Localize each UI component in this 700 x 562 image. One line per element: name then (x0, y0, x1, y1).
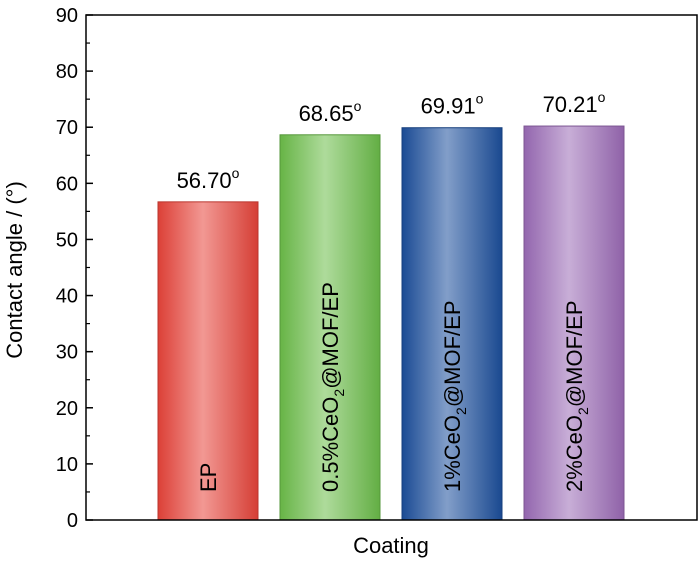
bar-1 (157, 201, 259, 521)
bars-group (157, 125, 625, 521)
value-label-1: 56.70o (177, 165, 240, 193)
bar-category-label-1: EP (196, 463, 221, 492)
bar-category-label-2: 0.5%CeO2@MOF/EP (318, 282, 347, 492)
y-axis-title: Contact angle / (°) (2, 181, 27, 359)
value-label-2: 68.65o (299, 98, 362, 126)
y-tick-label-30: 30 (56, 342, 78, 364)
value-label-4: 70.21o (543, 89, 606, 117)
bar-2 (279, 134, 381, 521)
y-tick-label-10: 10 (56, 454, 78, 476)
y-tick-label-70: 70 (56, 117, 78, 139)
y-tick-label-90: 90 (56, 5, 78, 27)
x-axis-title: Coating (353, 533, 429, 558)
value-labels-group: 56.70o EP 68.65o 0.5%CeO2@MOF/EP 69.91o 1%CeO… (177, 89, 606, 492)
bar-category-label-3: 1%CeO2@MOF/EP (440, 300, 469, 492)
value-label-3: 69.91o (421, 91, 484, 119)
bar-3 (401, 127, 503, 521)
y-tick-label-20: 20 (56, 398, 78, 420)
y-tick-label-80: 80 (56, 61, 78, 83)
bar-4 (523, 125, 625, 521)
y-tick-label-40: 40 (56, 286, 78, 308)
y-tick-label-60: 60 (56, 173, 78, 195)
y-tick-label-50: 50 (56, 229, 78, 251)
bar-category-label-4: 2%CeO2@MOF/EP (562, 300, 591, 492)
y-tick-label-0: 0 (67, 510, 78, 532)
y-axis: 0 10 20 30 40 50 60 70 80 90 (56, 5, 93, 532)
